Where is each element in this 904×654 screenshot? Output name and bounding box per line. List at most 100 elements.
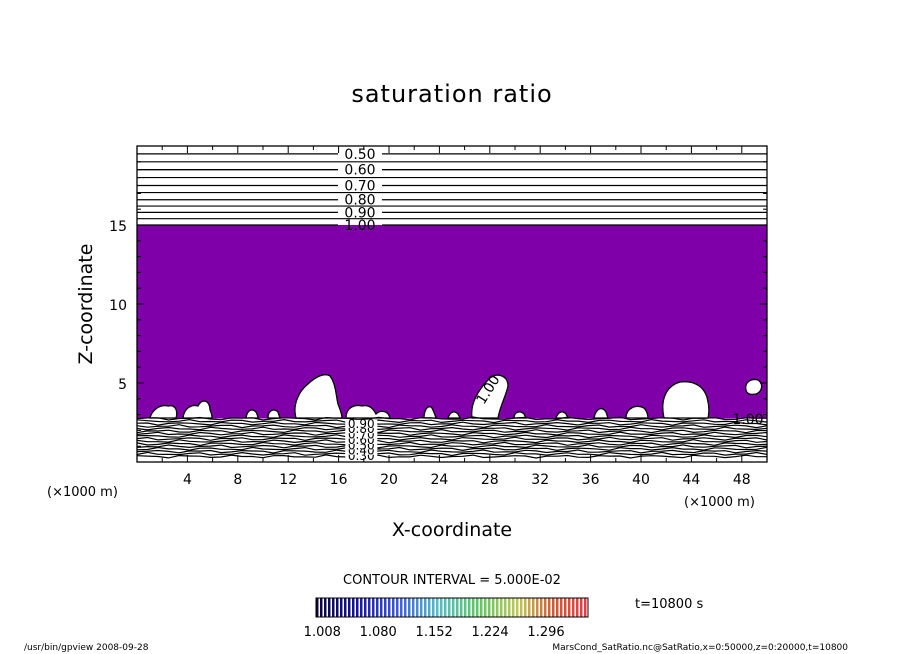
- upper-contour-label: 0.50: [344, 147, 375, 163]
- y-axis-ticks: 5 10 15: [109, 161, 767, 447]
- x-tick-label: 28: [481, 472, 499, 488]
- upper-contour-labels: 0.500.600.700.800.901.00: [344, 147, 375, 234]
- colorbar-bin: [336, 598, 339, 617]
- colorbar-bin: [548, 598, 551, 617]
- upper-contour-label: 0.80: [344, 193, 375, 209]
- contour-interval-label: CONTOUR INTERVAL = 5.000E-02: [343, 573, 561, 588]
- colorbar-bin: [572, 598, 575, 617]
- colorbar-ticks: 1.008 1.080 1.152 1.224 1.296: [304, 625, 565, 640]
- colorbar-bin: [524, 598, 527, 617]
- pocket-8: [447, 411, 462, 419]
- colorbar-bin: [440, 598, 443, 617]
- contour-line-lower: [136, 426, 768, 431]
- colorbar-bin: [324, 598, 327, 617]
- contour-line-lower: [136, 436, 768, 441]
- upper-contour-label: 0.70: [344, 179, 375, 195]
- colorbar-bin: [536, 598, 539, 617]
- colorbar-bin: [400, 598, 403, 617]
- pocket-10: [513, 411, 528, 419]
- x-tick-label: 24: [430, 472, 448, 488]
- colorbar-bin: [356, 598, 359, 617]
- colorbar-bin: [352, 598, 355, 617]
- label-knockout: [345, 441, 378, 450]
- x-unit-label: (×1000 m): [684, 495, 755, 510]
- colorbar-tick-label: 1.152: [416, 625, 453, 640]
- colorbar-bin: [328, 598, 331, 617]
- colorbar-bin: [444, 598, 447, 617]
- lower-contour-lines: [136, 416, 768, 459]
- colorbar-bin: [496, 598, 499, 617]
- contour-line-lower: [136, 418, 768, 424]
- contour-line-lower: [136, 431, 768, 436]
- supersaturated-region: [137, 225, 767, 419]
- colorbar-bin: [372, 598, 375, 617]
- colorbar-bin: [556, 598, 559, 617]
- colorbar-bin: [376, 598, 379, 617]
- colorbar-bin: [412, 598, 415, 617]
- colorbar-bin: [564, 598, 567, 617]
- x-tick-label: 36: [582, 472, 600, 488]
- pocket-1: [149, 404, 178, 419]
- colorbar-bin: [380, 598, 383, 617]
- contour-line-lower: [136, 446, 768, 452]
- colorbar-tick-label: 1.224: [471, 625, 508, 640]
- colorbar-frame: [315, 597, 589, 618]
- colorbar-bin: [504, 598, 507, 617]
- x-tick-label: 8: [233, 472, 242, 488]
- x-axis-ticks: 4 8 12 16 20 24 28 32 36 40 44 48: [161, 146, 751, 488]
- colorbar-bin: [392, 598, 395, 617]
- y-unit-label: (×1000 m): [47, 485, 118, 500]
- x-axis-label: X-coordinate: [392, 519, 512, 541]
- colorbar-bin: [340, 598, 343, 617]
- footer-right: MarsCond_SatRatio.nc@SatRatio,x=0:50000,…: [552, 643, 848, 653]
- contour-line-lower: [136, 441, 768, 447]
- x-tick-label: 32: [531, 472, 549, 488]
- colorbar-bin: [460, 598, 463, 617]
- upper-contour-label: 0.60: [344, 163, 375, 179]
- colorbar-bin: [424, 598, 427, 617]
- pocket-6: [345, 404, 391, 419]
- colorbar: [316, 598, 587, 617]
- y-tick-label: 15: [109, 219, 127, 235]
- contour-line-lower: [136, 434, 768, 439]
- colorbar-bin: [448, 598, 451, 617]
- time-label: t=10800 s: [635, 597, 703, 612]
- plot-area: 1.00 1.00: [136, 145, 768, 463]
- colorbar-bin: [552, 598, 555, 617]
- right-contour-label: 1.00: [732, 412, 763, 428]
- colorbar-bin: [396, 598, 399, 617]
- colorbar-bin: [488, 598, 491, 617]
- colorbar-tick-label: 1.080: [360, 625, 397, 640]
- contour-line-lower: [136, 444, 768, 449]
- x-tick-label: 4: [183, 472, 192, 488]
- upper-contour-lines: [137, 153, 767, 226]
- colorbar-bin: [420, 598, 423, 617]
- colorbar-bin: [404, 598, 407, 617]
- colorbar-bin: [464, 598, 467, 617]
- colorbar-bin: [452, 598, 455, 617]
- colorbar-bin: [508, 598, 511, 617]
- label-knockout: [345, 446, 378, 455]
- contour-line-lower: [136, 439, 768, 444]
- x-tick-label: 44: [682, 472, 700, 488]
- colorbar-bin: [528, 598, 531, 617]
- x-tick-label: 16: [330, 472, 348, 488]
- contour-line-lower: [136, 454, 767, 459]
- label-knockout: [345, 452, 378, 461]
- colorbar-bin: [568, 598, 571, 617]
- colorbar-bin: [560, 598, 563, 617]
- colorbar-bin: [364, 598, 367, 617]
- colorbar-bin: [520, 598, 523, 617]
- contour-line-lower: [136, 421, 768, 426]
- y-tick-label: 5: [118, 377, 127, 393]
- colorbar-bin: [500, 598, 503, 617]
- intermediate-contour-lines: [137, 161, 767, 220]
- pocket-11: [555, 411, 570, 419]
- colorbar-bin: [360, 598, 363, 617]
- upper-contour-label: 1.00: [344, 218, 375, 234]
- colorbar-bin: [576, 598, 579, 617]
- contour-line-lower: [136, 428, 768, 434]
- colorbar-bin: [320, 598, 323, 617]
- pocket-13: [625, 405, 649, 419]
- colorbar-bin: [532, 598, 535, 617]
